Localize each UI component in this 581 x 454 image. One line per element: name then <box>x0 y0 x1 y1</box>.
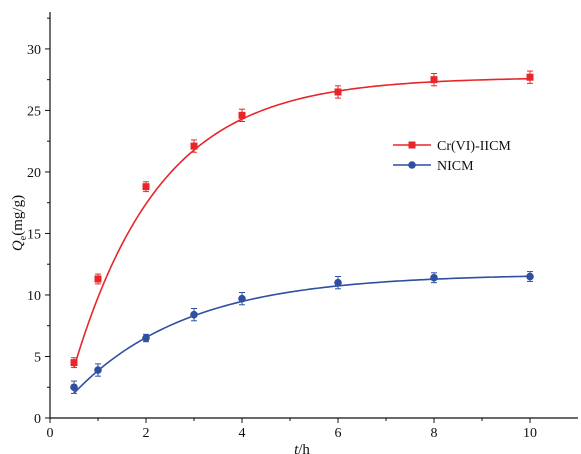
x-tick-label: 2 <box>143 426 150 441</box>
x-tick-label: 4 <box>239 426 246 441</box>
data-point <box>142 334 150 342</box>
data-point <box>238 111 246 119</box>
data-point <box>526 73 534 81</box>
series-line-1 <box>73 77 531 368</box>
y-tick-label: 0 <box>34 412 41 427</box>
legend: Cr(VI)-IICM NICM <box>393 139 511 174</box>
y-tick-label: 25 <box>27 104 41 119</box>
data-point <box>94 275 102 283</box>
data-point <box>142 183 150 191</box>
x-tick-label: 0 <box>47 426 54 441</box>
x-axis-label: t/h <box>294 442 310 454</box>
y-tick-label: 20 <box>27 166 41 181</box>
y-tick-label: 30 <box>27 43 41 58</box>
data-point <box>430 273 438 282</box>
y-tick-label: 5 <box>34 350 41 365</box>
y-axis-label: Qe(mg/g) <box>10 195 29 251</box>
legend-marker-1 <box>408 141 416 149</box>
legend-label-2: NICM <box>437 159 474 174</box>
series-line-2 <box>73 275 531 394</box>
x-tick-label: 6 <box>335 426 342 441</box>
x-tick-label: 8 <box>431 426 438 441</box>
y-tick-label: 10 <box>27 289 41 304</box>
data-point <box>334 88 342 96</box>
data-point <box>94 366 102 374</box>
data-point <box>70 359 78 367</box>
legend-marker-2 <box>408 161 416 169</box>
x-tick-label: 10 <box>523 426 537 441</box>
data-point <box>238 294 246 303</box>
data-point <box>526 272 534 281</box>
data-point <box>70 383 78 392</box>
y-tick-label: 15 <box>27 227 41 242</box>
data-point <box>430 76 438 84</box>
plot-area <box>70 70 534 394</box>
data-point <box>190 310 198 319</box>
axes: 0 2 4 6 8 10 0 5 10 15 20 25 30 t/h Qe(mg/g) <box>10 12 578 454</box>
data-point <box>190 142 198 150</box>
legend-label-1: Cr(VI)-IICM <box>437 139 511 154</box>
data-point <box>334 278 342 287</box>
